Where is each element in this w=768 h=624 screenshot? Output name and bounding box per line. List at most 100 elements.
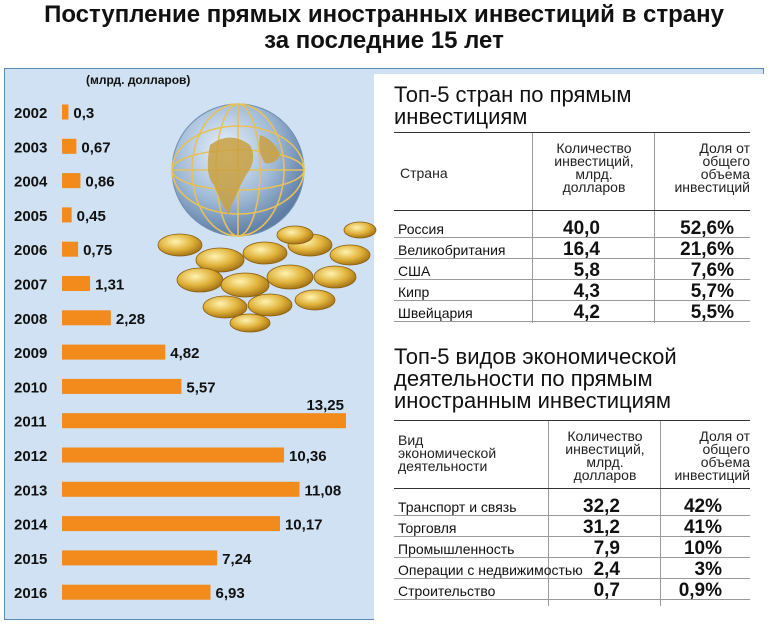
activities-amount-header-line-2: инвестиций, <box>565 441 645 457</box>
activities-title-line-1: Топ-5 видов экономической <box>394 344 677 369</box>
activity-row: Операции с недвижимостью 2,4 3% <box>394 559 750 580</box>
value-label: 10,36 <box>289 448 327 465</box>
bar <box>62 138 77 154</box>
activities-table-title: Топ-5 видов экономической деятельности п… <box>394 346 677 412</box>
country-row-share: 7,6% <box>690 260 734 281</box>
activities-col-share: Доля от общего объема инвестиций <box>664 428 750 482</box>
activities-header-bottom-rule <box>394 488 750 489</box>
page-title: Поступление прямых иностранных инвестици… <box>0 2 768 54</box>
bar <box>62 310 111 326</box>
value-label: 4,82 <box>170 345 199 362</box>
country-row-share: 5,5% <box>690 302 734 323</box>
countries-col-amount: Количество инвестиций, млрд. долларов <box>536 141 652 194</box>
bar <box>62 241 79 257</box>
activities-col-divider-1 <box>548 421 549 606</box>
year-label: 2014 <box>14 517 48 534</box>
year-label: 2006 <box>14 242 47 259</box>
title-line-1: Поступление прямых иностранных инвестици… <box>44 1 724 28</box>
country-row-share: 21,6% <box>680 239 734 260</box>
country-row: Швейцария 4,2 5,5% <box>394 302 750 323</box>
country-row-share: 52,6% <box>680 218 734 239</box>
value-label: 0,75 <box>83 242 112 259</box>
countries-amount-header-line-3: млрд. <box>575 166 613 182</box>
value-label: 7,24 <box>222 551 252 568</box>
activities-type-header-line-1: Вид <box>398 432 424 448</box>
activity-row-share: 42% <box>683 496 722 517</box>
value-label: 2,28 <box>116 311 145 328</box>
activities-share-header-line-2: общего <box>702 441 750 457</box>
countries-header-bottom-rule <box>394 210 750 211</box>
countries-header-top-rule <box>394 132 750 133</box>
activity-row: Торговля 31,2 41% <box>394 517 750 538</box>
countries-title-line-2: инвестициям <box>394 104 528 129</box>
activity-row-name: Промышленность <box>398 541 515 557</box>
activities-amount-header-line-3: млрд. <box>586 454 624 470</box>
activities-amount-header-line-1: Количество <box>567 428 643 444</box>
country-row-name: США <box>398 263 431 279</box>
year-label: 2012 <box>14 448 47 465</box>
countries-col-divider-1 <box>532 133 533 323</box>
country-row: США 5,8 7,6% <box>394 260 750 281</box>
activity-row-name: Транспорт и связь <box>398 499 517 515</box>
activity-row-name: Операции с недвижимостью <box>398 562 583 578</box>
bar <box>62 173 81 189</box>
country-row-share: 5,7% <box>690 281 734 302</box>
year-label: 2005 <box>14 208 47 225</box>
activity-row-amount: 0,7 <box>593 580 620 601</box>
bar <box>62 584 211 600</box>
country-row: Кипр 4,3 5,7% <box>394 281 750 302</box>
country-row: Россия 40,0 52,6% <box>394 218 750 239</box>
countries-share-header-line-1: Доля от <box>699 140 750 156</box>
country-row-amount: 40,0 <box>563 218 600 239</box>
bar <box>62 516 280 532</box>
year-label: 2008 <box>14 311 47 328</box>
bar <box>62 207 72 223</box>
activities-amount-header-line-4: долларов <box>573 467 637 483</box>
year-label: 2007 <box>14 277 47 294</box>
countries-col-divider-2 <box>654 133 655 323</box>
activities-share-header-line-1: Доля от <box>699 428 750 444</box>
year-label: 2015 <box>14 551 47 568</box>
countries-title-line-1: Топ-5 стран по прямым <box>394 82 632 107</box>
activities-col-amount: Количество инвестиций, млрд. долларов <box>552 428 658 483</box>
activity-row: Строительство 0,7 0,9% <box>394 580 750 601</box>
value-label: 0,67 <box>81 139 110 156</box>
value-label: 0,45 <box>77 208 106 225</box>
country-row-name: Швейцария <box>398 305 473 321</box>
year-label: 2016 <box>14 585 47 602</box>
country-row-amount: 4,3 <box>573 281 600 302</box>
country-row: Великобритания 16,4 21,6% <box>394 239 750 260</box>
countries-table-title: Топ-5 стран по прямым инвестициям <box>394 84 632 128</box>
country-row-amount: 4,2 <box>573 302 600 323</box>
activity-row-amount: 2,4 <box>593 559 620 580</box>
year-label: 2003 <box>14 139 47 156</box>
activities-share-header-line-3: объема <box>700 454 750 470</box>
activities-type-header-line-3: деятельности <box>398 458 488 474</box>
activities-header-top-rule <box>394 420 750 421</box>
bar <box>62 378 182 394</box>
year-label: 2004 <box>14 174 48 191</box>
countries-amount-header-line-2: инвестиций, <box>554 153 634 169</box>
country-row-name: Россия <box>398 221 444 237</box>
activities-col-type: Вид экономической деятельности <box>398 432 496 474</box>
activity-row: Промышленность 7,9 10% <box>394 538 750 559</box>
activities-title-line-2: деятельности по прямым <box>394 366 653 391</box>
activity-row-amount: 31,2 <box>583 517 620 538</box>
country-row-name: Великобритания <box>398 242 506 258</box>
activity-row-name: Торговля <box>398 520 457 536</box>
value-label: 6,93 <box>216 585 245 602</box>
activity-row-amount: 7,9 <box>593 538 620 559</box>
activity-row-amount: 32,2 <box>583 496 620 517</box>
value-label: 13,25 <box>306 397 344 414</box>
tables-panel <box>374 74 764 620</box>
year-label: 2013 <box>14 482 47 499</box>
activity-row-share: 41% <box>683 517 722 538</box>
value-label: 5,57 <box>186 379 215 396</box>
value-label: 11,08 <box>304 482 341 499</box>
activities-title-line-3: иностранным инвестициям <box>394 388 671 413</box>
countries-col-country: Страна <box>400 165 448 181</box>
bar <box>62 276 91 291</box>
value-label: 10,17 <box>285 517 323 534</box>
bar <box>62 344 166 360</box>
countries-share-header-line-2: общего <box>702 153 750 169</box>
